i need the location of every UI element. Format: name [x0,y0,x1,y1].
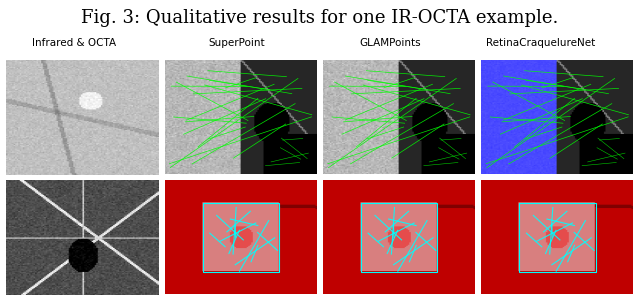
Text: SuperPoint: SuperPoint [209,38,265,48]
Bar [361,203,437,272]
Text: GLAMPoints: GLAMPoints [360,38,421,48]
Text: Infrared & OCTA: Infrared & OCTA [31,38,116,48]
Text: RetinaCraquelureNet: RetinaCraquelureNet [486,38,595,48]
Bar [203,203,279,272]
Bar [520,203,596,272]
Text: Fig. 3: Qualitative results for one IR-OCTA example.: Fig. 3: Qualitative results for one IR-O… [81,9,559,27]
